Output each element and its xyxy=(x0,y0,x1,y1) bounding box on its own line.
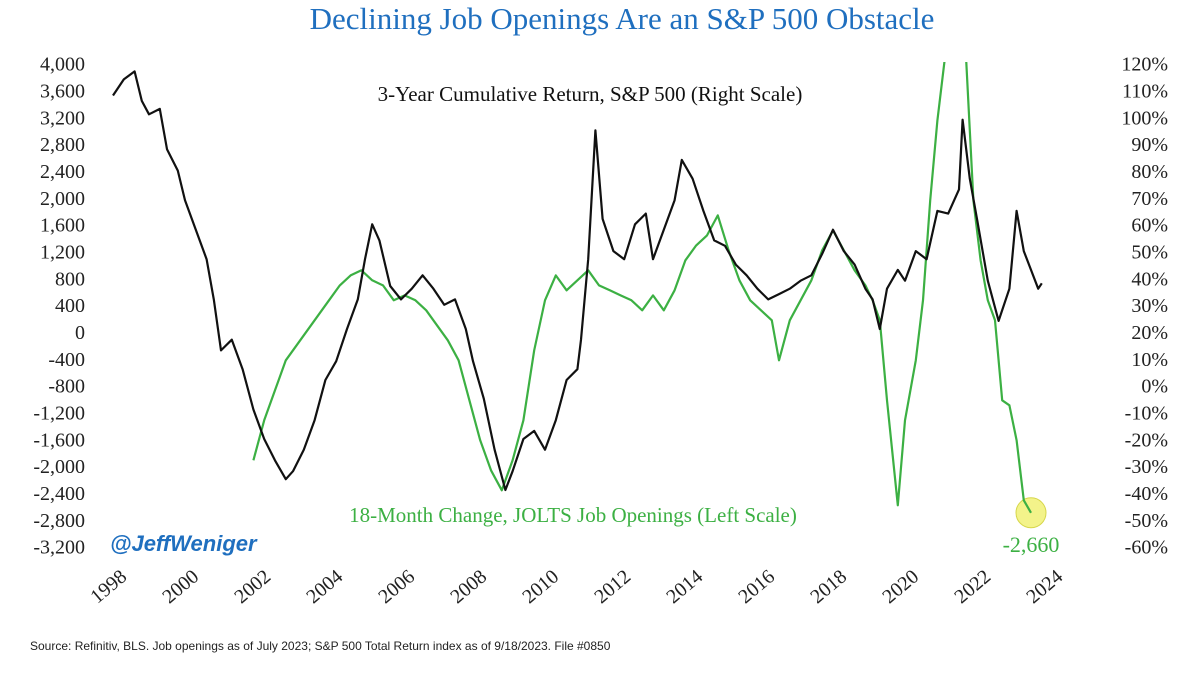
y2-tick-label: 50% xyxy=(1131,241,1168,263)
y2-tick-label: 20% xyxy=(1131,322,1168,344)
y2-tick-label: -60% xyxy=(1125,537,1168,559)
y-tick-label: 800 xyxy=(55,268,85,290)
series-line xyxy=(252,62,1032,514)
y2-tick-label: 120% xyxy=(1121,54,1168,76)
y2-tick-label: -40% xyxy=(1125,483,1168,505)
y2-tick-label: -50% xyxy=(1125,510,1168,532)
x-tick-label: 2002 xyxy=(230,565,275,608)
y-tick-label: -1,600 xyxy=(33,429,85,451)
annotation: -2,660 xyxy=(1003,532,1060,557)
y2-tick-label: -10% xyxy=(1125,402,1168,424)
x-tick-label: 2020 xyxy=(878,565,923,608)
y2-tick-label: 90% xyxy=(1131,134,1168,156)
x-tick-label: 2024 xyxy=(1022,565,1067,608)
y-tick-label: 1,200 xyxy=(40,241,85,263)
y2-tick-label: 0% xyxy=(1141,376,1168,398)
watermark: @JeffWeniger xyxy=(110,531,258,556)
source-note: Source: Refinitiv, BLS. Job openings as … xyxy=(30,639,611,653)
y2-tick-label: -30% xyxy=(1125,456,1168,478)
y-tick-label: -400 xyxy=(48,349,85,371)
x-tick-label: 2004 xyxy=(302,565,347,608)
y2-tick-label: 30% xyxy=(1131,295,1168,317)
series-line xyxy=(112,70,1043,492)
y-tick-label: 3,200 xyxy=(40,107,85,129)
y-tick-label: -2,000 xyxy=(33,456,85,478)
x-tick-label: 2016 xyxy=(734,565,779,608)
y2-tick-label: -20% xyxy=(1125,429,1168,451)
y-tick-label: -2,800 xyxy=(33,510,85,532)
y-tick-label: -800 xyxy=(48,376,85,398)
x-tick-label: 2010 xyxy=(518,565,563,608)
x-tick-label: 2006 xyxy=(374,565,419,608)
series-label: 3-Year Cumulative Return, S&P 500 (Right… xyxy=(378,82,803,106)
y2-tick-label: 110% xyxy=(1122,80,1168,102)
series-label: 18-Month Change, JOLTS Job Openings (Lef… xyxy=(349,503,797,527)
x-tick-label: 2018 xyxy=(806,565,851,608)
y2-tick-label: 70% xyxy=(1131,188,1168,210)
y-tick-label: 1,600 xyxy=(40,215,85,237)
y2-tick-label: 10% xyxy=(1131,349,1168,371)
y2-tick-label: 100% xyxy=(1121,107,1168,129)
y-tick-label: 3,600 xyxy=(40,80,85,102)
y-tick-label: 2,000 xyxy=(40,188,85,210)
y-tick-label: 2,400 xyxy=(40,161,85,183)
chart-title: Declining Job Openings Are an S&P 500 Ob… xyxy=(310,1,935,36)
y-tick-label: -2,400 xyxy=(33,483,85,505)
x-tick-label: 2012 xyxy=(590,565,635,608)
y-tick-label: -1,200 xyxy=(33,402,85,424)
x-tick-label: 2008 xyxy=(446,565,491,608)
y-tick-label: 2,800 xyxy=(40,134,85,156)
y-tick-label: -3,200 xyxy=(33,537,85,559)
y-tick-label: 0 xyxy=(75,322,85,344)
x-tick-label: 2014 xyxy=(662,565,707,608)
y-tick-label: 400 xyxy=(55,295,85,317)
y2-tick-label: 40% xyxy=(1131,268,1168,290)
x-tick-label: 2000 xyxy=(158,565,203,608)
plot-area xyxy=(112,62,1043,514)
x-tick-label: 1998 xyxy=(86,565,131,608)
x-tick-label: 2022 xyxy=(950,565,995,608)
y2-tick-label: 60% xyxy=(1131,215,1168,237)
y-tick-label: 4,000 xyxy=(40,54,85,76)
y2-tick-label: 80% xyxy=(1131,161,1168,183)
